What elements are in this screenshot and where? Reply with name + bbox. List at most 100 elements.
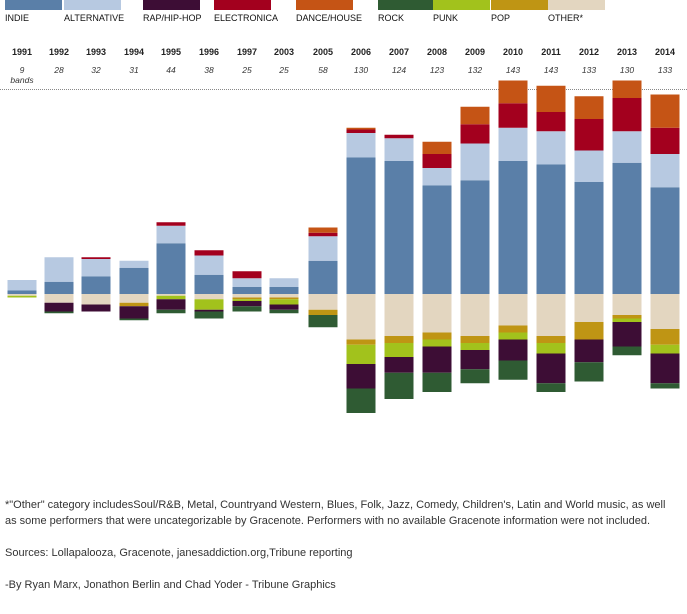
bar-segment-other xyxy=(232,294,262,298)
bar-segment-indie xyxy=(7,290,37,294)
bar-segment-alternative xyxy=(44,257,74,282)
bar-segment-electronica xyxy=(308,232,338,237)
bar-segment-alternative xyxy=(460,143,490,181)
bar-segment-alternative xyxy=(308,236,338,261)
bar-segment-dance-house xyxy=(536,85,566,112)
band-count-label: 130 xyxy=(353,65,369,75)
chart-legend: INDIE ALTERNATIVE RAP/HIP-HOP ELECTRONICA DA… xyxy=(0,0,687,40)
bar-segment-electronica xyxy=(194,250,224,256)
bar-segment-punk xyxy=(460,343,490,350)
band-count-label: 25 xyxy=(279,65,289,75)
bar-segment-punk xyxy=(384,343,414,357)
year-label: 2007 xyxy=(388,47,410,57)
bar-segment-punk xyxy=(269,299,299,305)
bar-segment-pop xyxy=(422,332,452,340)
bar-segment-electronica xyxy=(650,127,680,154)
legend-swatch xyxy=(378,0,435,10)
bar-segment-pop xyxy=(232,297,262,300)
legend-swatch xyxy=(214,0,271,10)
bar-segment-rock xyxy=(612,346,642,356)
legend-label: PUNK xyxy=(433,13,459,23)
bar-segment-other xyxy=(308,294,338,310)
bar-segment-rock xyxy=(308,315,338,328)
legend-label: OTHER* xyxy=(548,13,584,23)
year-label: 1997 xyxy=(236,47,258,57)
year-label: 2005 xyxy=(312,47,334,57)
legend-label: ROCK xyxy=(378,13,405,23)
bar-segment-other xyxy=(574,294,604,322)
legend-swatch xyxy=(296,0,353,10)
bar-segment-electronica xyxy=(422,154,452,168)
bar-segment-rap-hip-hop xyxy=(269,304,299,310)
bar-segment-punk xyxy=(536,343,566,354)
legend-swatch xyxy=(491,0,548,10)
band-count-label: 28 xyxy=(54,65,64,75)
year-label: 2009 xyxy=(464,47,486,57)
band-count-label: 143 xyxy=(505,65,521,75)
bar-segment-indie xyxy=(44,281,74,294)
legend-label: RAP/HIP-HOP xyxy=(143,13,202,23)
bar-segment-pop xyxy=(384,336,414,343)
bar-segment-alternative xyxy=(194,255,224,275)
bar-segment-electronica xyxy=(536,112,566,132)
header-divider xyxy=(0,89,687,90)
bar-segment-rock xyxy=(650,383,680,389)
bar-segment-rock xyxy=(574,362,604,382)
year-label: 2008 xyxy=(426,47,448,57)
bar-segment-rap-hip-hop xyxy=(612,322,642,347)
bar-segment-indie xyxy=(574,182,604,294)
bar-segment-alternative xyxy=(156,225,186,244)
bar-segment-alternative xyxy=(232,278,262,287)
bar-segment-dance-house xyxy=(650,94,680,128)
bar-segment-pop xyxy=(269,297,299,300)
bar-segment-alternative xyxy=(119,260,149,268)
band-count-label: 133 xyxy=(657,65,673,75)
bar-segment-rap-hip-hop xyxy=(574,339,604,363)
sources-text: Sources: Lollapalooza, Gracenote, janesa… xyxy=(5,547,353,559)
bar-segment-rock xyxy=(346,388,376,413)
bar-segment-indie xyxy=(460,180,490,294)
bar-segment-alternative xyxy=(536,131,566,165)
bar-segment-indie xyxy=(346,157,376,294)
bar-segment-rap-hip-hop xyxy=(232,301,262,307)
bar-segment-indie xyxy=(232,287,262,294)
bar-segment-rap-hip-hop xyxy=(384,357,414,373)
bar-segment-other xyxy=(7,294,37,296)
bar-segment-dance-house xyxy=(346,127,376,130)
legend-label: ELECTRONICA xyxy=(214,13,279,23)
bar-segment-pop xyxy=(498,325,528,333)
bar-segment-pop xyxy=(536,336,566,343)
bar-segment-other xyxy=(194,294,224,300)
bar-segment-other xyxy=(460,294,490,336)
bar-segment-electronica xyxy=(81,257,111,259)
bar-segment-other xyxy=(44,294,74,303)
bar-segment-indie xyxy=(119,267,149,294)
legend-swatch xyxy=(548,0,605,10)
bar-segment-dance-house xyxy=(460,106,490,125)
bar-segment-alternative xyxy=(81,259,111,277)
band-count-label: 44 xyxy=(166,65,176,75)
year-label: 2011 xyxy=(541,47,561,57)
legend-label: INDIE xyxy=(5,13,30,23)
band-count-label: 132 xyxy=(467,65,483,75)
year-label: 2014 xyxy=(654,47,676,57)
band-count-label: 25 xyxy=(242,65,252,75)
bar-segment-other xyxy=(81,294,111,305)
band-count-label: 130 xyxy=(619,65,635,75)
legend-swatch xyxy=(64,0,121,10)
bar-segment-indie xyxy=(81,276,111,294)
bar-segment-alternative xyxy=(612,131,642,163)
band-count-label: 31 xyxy=(129,65,139,75)
bar-segment-pop xyxy=(574,322,604,340)
bar-segment-other xyxy=(612,294,642,315)
bar-segment-dance-house xyxy=(422,141,452,154)
footnote-text: *"Other" category includesSoul/R&B, Meta… xyxy=(5,499,666,527)
bar-segment-rap-hip-hop xyxy=(422,346,452,373)
bar-segment-alternative xyxy=(384,138,414,161)
bar-segment-other xyxy=(269,294,299,298)
bar-segment-punk xyxy=(498,332,528,340)
bar-segment-other xyxy=(384,294,414,336)
bar-segment-indie xyxy=(422,185,452,294)
bar-segment-alternative xyxy=(422,168,452,186)
credit-text: -By Ryan Marx, Jonathon Berlin and Chad … xyxy=(5,579,336,591)
